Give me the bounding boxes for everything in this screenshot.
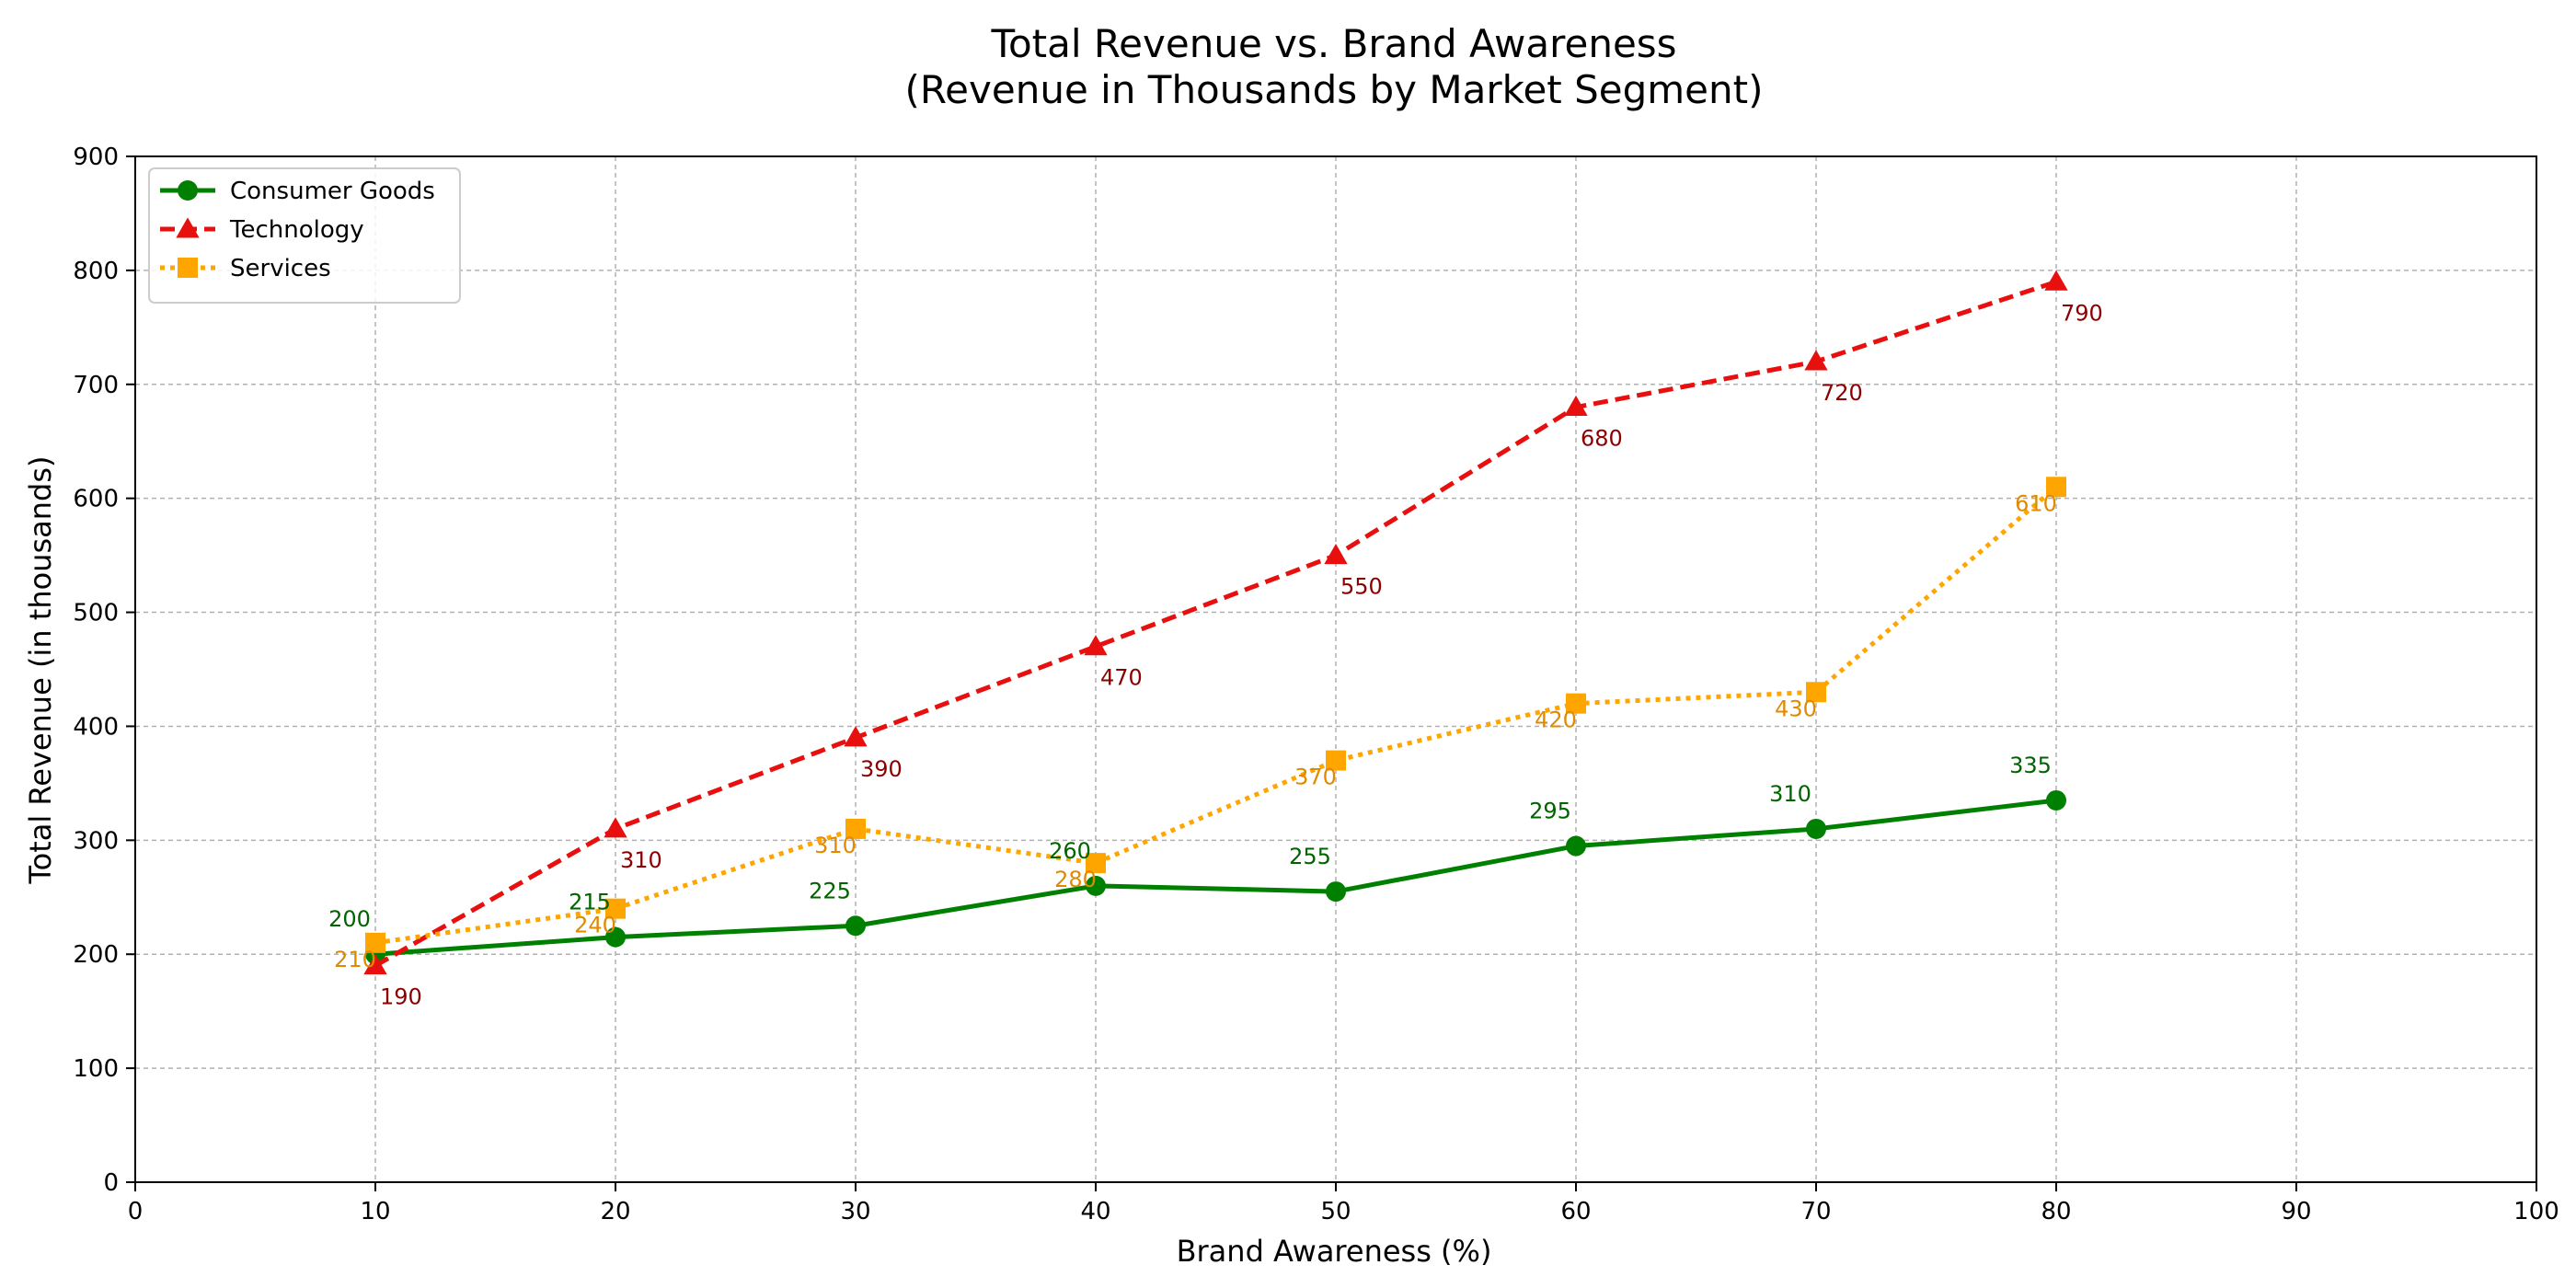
series-line-services [374,485,2058,946]
data-label-services: 280 [1054,867,1097,892]
series-consumer-goods [365,789,2066,965]
data-label-services: 370 [1294,765,1337,790]
x-tick-label: 90 [2281,1198,2311,1225]
data-label-technology: 310 [620,847,662,873]
data-label-consumer-goods: 225 [809,878,851,903]
data-point-technology [2044,270,2068,291]
legend: Consumer Goods Technology Services [148,167,461,304]
data-label-services: 310 [814,833,857,858]
data-label-technology: 190 [380,984,422,1010]
data-point-technology [1564,395,1588,417]
legend-swatch-square-icon [178,258,198,278]
data-point-consumer-goods [845,915,866,937]
x-tick-label: 20 [600,1198,630,1225]
y-tick-label: 900 [73,144,119,171]
legend-item-consumer-goods: Consumer Goods [160,178,435,205]
legend-item-technology: Technology [160,216,364,244]
y-tick-label: 100 [73,1055,119,1083]
legend-swatch-triangle-icon [176,217,200,238]
y-tick-label: 700 [73,372,119,399]
data-point-services [365,932,385,953]
y-tick-label: 800 [73,258,119,285]
x-tick-label: 80 [2041,1198,2071,1225]
y-tick-label: 0 [103,1169,119,1197]
x-tick-label: 40 [1080,1198,1110,1225]
data-label-technology: 720 [1821,380,1863,406]
data-label-consumer-goods: 200 [328,906,371,932]
legend-label: Technology [229,216,364,244]
x-tick-label: 50 [1320,1198,1351,1225]
axes: 0 10 20 30 40 50 60 70 80 90 100 0 100 200 300 400 500 60… [73,144,2559,1225]
data-point-technology [604,817,627,838]
data-label-technology: 550 [1340,574,1383,600]
data-point-services [1326,750,1346,771]
data-point-technology [1084,635,1108,656]
data-label-technology: 470 [1100,665,1143,691]
series-line-consumer-goods [374,798,2057,957]
data-label-technology: 790 [2061,300,2103,326]
data-point-consumer-goods [1566,835,1586,857]
legend-label: Consumer Goods [230,178,435,205]
data-point-technology [1324,543,1348,565]
y-tick-label: 400 [73,713,119,741]
data-label-services: 430 [1775,696,1817,721]
y-tick-label: 300 [73,827,119,855]
data-label-consumer-goods: 255 [1289,844,1331,869]
data-label-consumer-goods: 215 [569,890,611,915]
chart-title-line1: Total Revenue vs. Brand Awareness [990,21,1676,66]
data-label-services: 420 [1535,707,1577,733]
grid [135,156,2536,1182]
series-services [365,477,2066,953]
data-label-consumer-goods: 260 [1049,838,1091,864]
data-labels: 200 215 225 260 255 295 310 335 190 310 390 470 550 6… [328,300,2103,1009]
data-label-technology: 390 [860,756,903,782]
data-point-services [1806,682,1826,703]
series-line-technology [374,279,2057,968]
data-label-services: 240 [574,913,616,938]
x-tick-label: 30 [840,1198,870,1225]
data-point-technology [1804,350,1828,371]
y-axis-label: Total Revenue (in thousands) [23,456,58,885]
chart-title-line2: (Revenue in Thousands by Market Segment) [905,67,1764,112]
data-label-services: 610 [2015,490,2057,516]
series-technology [363,270,2068,975]
data-point-services [845,818,866,839]
data-point-services [1566,693,1586,714]
legend-label: Services [230,255,331,282]
y-tick-label: 600 [73,486,119,513]
data-label-consumer-goods: 295 [1529,799,1571,824]
x-tick-label: 0 [128,1198,144,1225]
data-point-consumer-goods [2046,789,2066,811]
data-point-services [1086,853,1106,874]
data-point-consumer-goods [1326,881,1346,903]
x-tick-label: 60 [1560,1198,1591,1225]
x-tick-label: 100 [2513,1198,2559,1225]
data-point-consumer-goods [1086,875,1106,896]
x-axis-label: Brand Awareness (%) [1177,1234,1492,1269]
data-label-services: 210 [334,947,376,972]
data-point-technology [844,726,868,747]
data-label-consumer-goods: 335 [2009,753,2052,778]
data-point-consumer-goods [1806,818,1826,839]
y-tick-label: 500 [73,600,119,627]
legend-item-services: Services [160,255,331,282]
legend-swatch-circle-icon [178,180,198,201]
x-tick-label: 10 [360,1198,390,1225]
data-label-consumer-goods: 310 [1769,781,1811,807]
data-label-technology: 680 [1581,426,1623,452]
y-tick-label: 200 [73,941,119,969]
data-point-services [605,898,626,919]
series-layer [363,270,2068,975]
legend-box [148,167,461,304]
x-tick-label: 70 [1800,1198,1831,1225]
data-point-services [2046,477,2066,498]
data-point-technology [363,953,387,975]
data-point-consumer-goods [605,926,626,948]
